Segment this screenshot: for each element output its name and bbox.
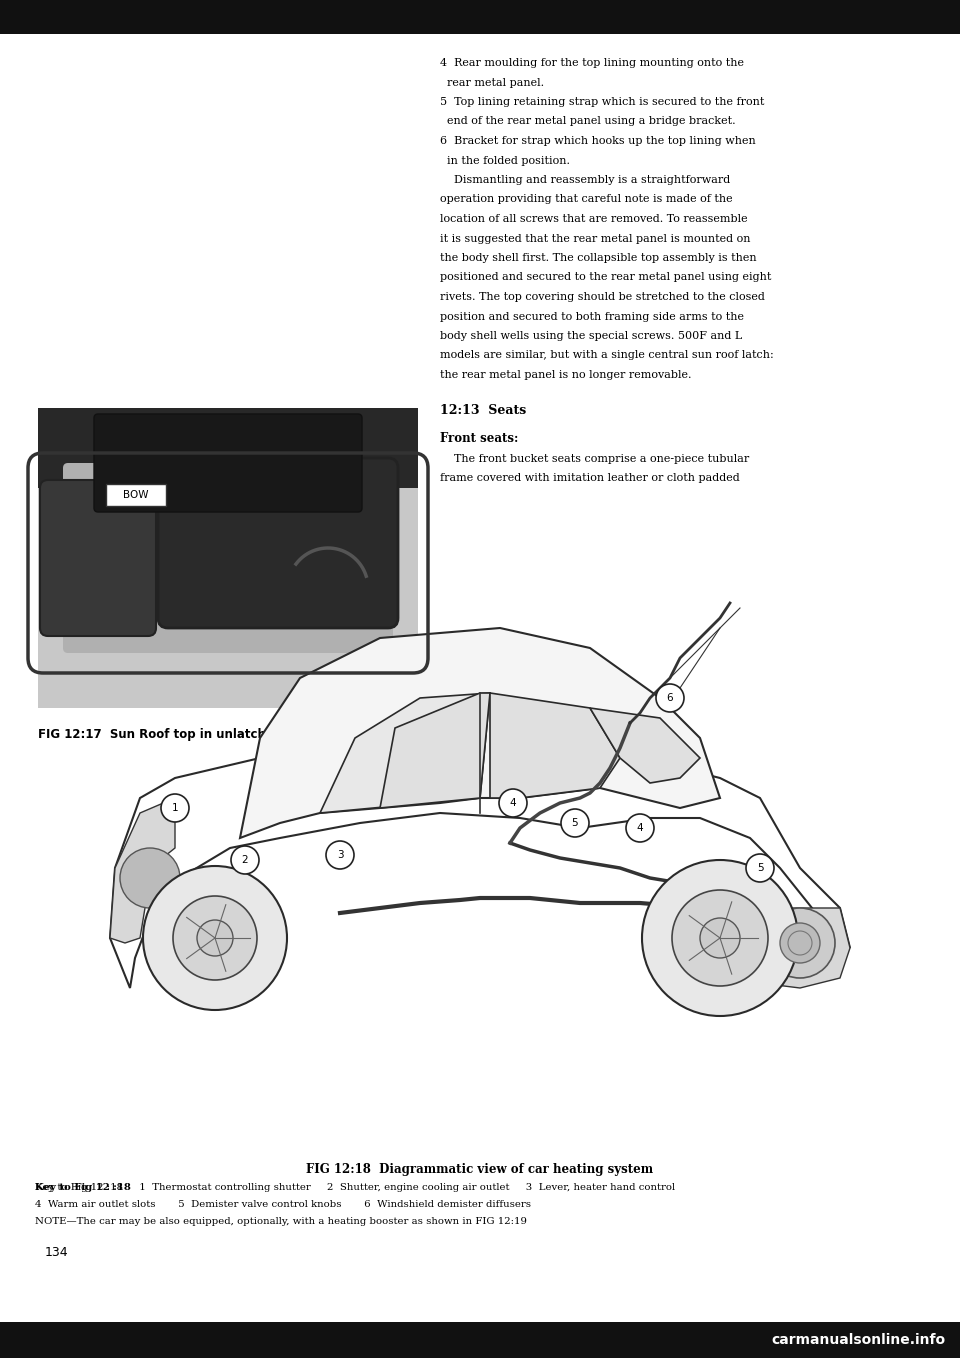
- Text: the body shell first. The collapsible top assembly is then: the body shell first. The collapsible to…: [440, 253, 756, 263]
- Text: rear metal panel.: rear metal panel.: [440, 77, 544, 87]
- Circle shape: [656, 684, 684, 712]
- Text: 6  Bracket for strap which hooks up the top lining when: 6 Bracket for strap which hooks up the t…: [440, 136, 756, 147]
- Polygon shape: [760, 909, 850, 989]
- Text: carmanualsonline.info: carmanualsonline.info: [771, 1334, 945, 1347]
- Polygon shape: [380, 693, 490, 808]
- Text: 3: 3: [337, 850, 344, 860]
- Text: models are similar, but with a single central sun roof latch:: models are similar, but with a single ce…: [440, 350, 774, 360]
- Text: 134: 134: [45, 1247, 68, 1259]
- Circle shape: [642, 860, 798, 1016]
- Polygon shape: [590, 708, 700, 784]
- Polygon shape: [490, 693, 620, 799]
- Text: 1: 1: [172, 803, 179, 813]
- Text: 5  Top lining retaining strap which is secured to the front: 5 Top lining retaining strap which is se…: [440, 96, 764, 107]
- Polygon shape: [240, 627, 720, 838]
- Bar: [38, 407, 418, 488]
- Text: 4  Warm air outlet slots       5  Demister valve control knobs       6  Windshie: 4 Warm air outlet slots 5 Demister valve…: [35, 1200, 531, 1209]
- Text: 5: 5: [756, 862, 763, 873]
- Text: rivets. The top covering should be stretched to the closed: rivets. The top covering should be stret…: [440, 292, 765, 301]
- Text: in the folded position.: in the folded position.: [440, 156, 570, 166]
- Circle shape: [231, 846, 259, 875]
- Bar: [0, 0, 960, 34]
- FancyBboxPatch shape: [94, 414, 362, 512]
- Text: end of the rear metal panel using a bridge bracket.: end of the rear metal panel using a brid…: [440, 117, 735, 126]
- Polygon shape: [110, 799, 175, 942]
- Text: 6: 6: [666, 693, 673, 703]
- FancyBboxPatch shape: [40, 479, 156, 636]
- Text: it is suggested that the rear metal panel is mounted on: it is suggested that the rear metal pane…: [440, 234, 751, 243]
- Circle shape: [561, 809, 589, 837]
- Circle shape: [746, 854, 774, 881]
- Text: Front seats:: Front seats:: [440, 432, 518, 444]
- Text: The front bucket seats comprise a one-piece tubular: The front bucket seats comprise a one-pi…: [440, 454, 749, 463]
- Text: 4  Rear moulding for the top lining mounting onto the: 4 Rear moulding for the top lining mount…: [440, 58, 744, 68]
- Text: Key to Fig 12 :18     1  Thermostat controlling shutter     2  Shutter, engine c: Key to Fig 12 :18 1 Thermostat controlli…: [35, 1183, 675, 1192]
- Text: Dismantling and reassembly is a straightforward: Dismantling and reassembly is a straight…: [440, 175, 731, 185]
- Text: body shell wells using the special screws. 500F and L: body shell wells using the special screw…: [440, 331, 742, 341]
- Circle shape: [765, 909, 835, 978]
- Text: FIG 12:17  Sun Roof top in unlatched position: FIG 12:17 Sun Roof top in unlatched posi…: [38, 728, 340, 741]
- Text: the rear metal panel is no longer removable.: the rear metal panel is no longer remova…: [440, 369, 691, 380]
- Circle shape: [700, 918, 740, 957]
- Circle shape: [326, 841, 354, 869]
- Text: 2: 2: [242, 856, 249, 865]
- Text: FIG 12:18  Diagrammatic view of car heating system: FIG 12:18 Diagrammatic view of car heati…: [306, 1162, 654, 1176]
- Circle shape: [161, 794, 189, 822]
- Polygon shape: [320, 693, 490, 813]
- Text: 4: 4: [510, 799, 516, 808]
- Circle shape: [499, 789, 527, 818]
- FancyBboxPatch shape: [158, 458, 398, 627]
- Circle shape: [120, 847, 180, 909]
- Bar: [38, 407, 418, 708]
- Text: frame covered with imitation leather or cloth padded: frame covered with imitation leather or …: [440, 473, 740, 483]
- Text: 5: 5: [572, 818, 578, 828]
- Circle shape: [143, 866, 287, 1010]
- Text: 4: 4: [636, 823, 643, 832]
- Text: operation providing that careful note is made of the: operation providing that careful note is…: [440, 194, 732, 205]
- Text: positioned and secured to the rear metal panel using eight: positioned and secured to the rear metal…: [440, 273, 772, 282]
- Circle shape: [197, 919, 233, 956]
- Bar: [0, 1321, 960, 1358]
- Text: BOW: BOW: [123, 490, 149, 500]
- Circle shape: [173, 896, 257, 980]
- Circle shape: [626, 813, 654, 842]
- Text: Key to Fig 12 :18: Key to Fig 12 :18: [35, 1183, 131, 1192]
- Text: position and secured to both framing side arms to the: position and secured to both framing sid…: [440, 311, 744, 322]
- Text: location of all screws that are removed. To reassemble: location of all screws that are removed.…: [440, 215, 748, 224]
- FancyBboxPatch shape: [63, 463, 393, 653]
- Circle shape: [672, 889, 768, 986]
- Bar: [106, 483, 166, 507]
- Text: 12:13  Seats: 12:13 Seats: [440, 403, 526, 417]
- Text: NOTE—The car may be also equipped, optionally, with a heating booster as shown i: NOTE—The car may be also equipped, optio…: [35, 1217, 527, 1226]
- Circle shape: [780, 923, 820, 963]
